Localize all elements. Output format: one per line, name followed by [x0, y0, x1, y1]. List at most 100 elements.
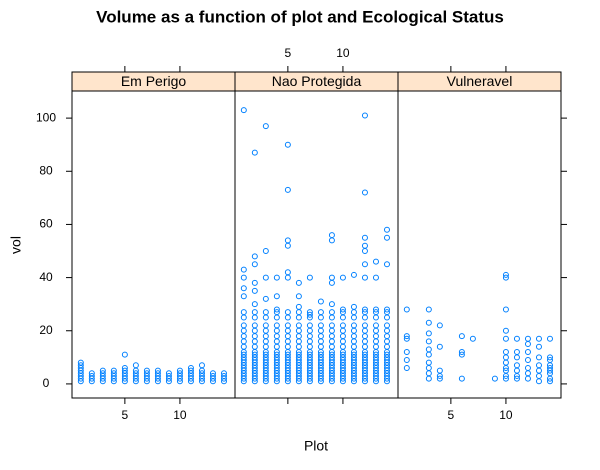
point	[209, 372, 216, 379]
point	[306, 274, 313, 281]
point	[502, 271, 509, 278]
point	[546, 335, 553, 342]
point	[143, 370, 150, 377]
point	[165, 372, 172, 379]
point	[361, 338, 368, 345]
point	[262, 274, 269, 281]
point	[284, 274, 291, 281]
panel	[397, 90, 562, 399]
point	[306, 309, 313, 316]
point	[425, 364, 432, 371]
point	[383, 226, 390, 233]
point	[88, 372, 95, 379]
point	[306, 333, 313, 340]
point	[361, 242, 368, 249]
y-axis-label: vol	[8, 236, 24, 254]
point	[154, 367, 161, 374]
point	[295, 279, 302, 286]
point	[176, 367, 183, 374]
point	[262, 123, 269, 130]
point	[524, 356, 531, 363]
point	[502, 359, 509, 366]
point	[535, 378, 542, 385]
point	[524, 341, 531, 348]
point	[458, 375, 465, 382]
point	[372, 258, 379, 265]
point	[328, 327, 335, 334]
point	[524, 364, 531, 371]
point	[295, 351, 302, 358]
point	[262, 309, 269, 316]
point	[524, 370, 531, 377]
point	[339, 309, 346, 316]
point	[502, 375, 509, 382]
point	[535, 372, 542, 379]
point	[77, 359, 84, 366]
point	[383, 338, 390, 345]
point	[502, 274, 509, 281]
point	[339, 327, 346, 334]
point	[176, 370, 183, 377]
point	[361, 306, 368, 313]
point	[198, 362, 205, 369]
point	[99, 367, 106, 374]
point	[350, 333, 357, 340]
point	[121, 367, 128, 374]
point	[546, 378, 553, 385]
point	[524, 335, 531, 342]
strip-label: Em Perigo	[121, 73, 187, 89]
point	[317, 333, 324, 340]
point	[273, 333, 280, 340]
point	[317, 351, 324, 358]
point	[251, 322, 258, 329]
point	[295, 309, 302, 316]
point	[436, 343, 443, 350]
x-tick-label: 10	[499, 408, 513, 422]
point	[284, 343, 291, 350]
point	[295, 314, 302, 321]
point	[513, 335, 520, 342]
point	[458, 333, 465, 340]
point	[273, 306, 280, 313]
point	[328, 314, 335, 321]
point	[339, 322, 346, 329]
point	[372, 327, 379, 334]
point	[284, 314, 291, 321]
point	[513, 362, 520, 369]
point	[339, 338, 346, 345]
point	[383, 309, 390, 316]
point	[350, 343, 357, 350]
point	[328, 237, 335, 244]
point	[383, 261, 390, 268]
point	[317, 314, 324, 321]
point	[502, 335, 509, 342]
point	[328, 333, 335, 340]
point	[240, 293, 247, 300]
point	[383, 314, 390, 321]
point	[273, 322, 280, 329]
point	[383, 306, 390, 313]
point	[273, 274, 280, 281]
panel	[71, 90, 236, 399]
point	[317, 327, 324, 334]
point	[317, 309, 324, 316]
point	[121, 364, 128, 371]
point	[251, 327, 258, 334]
point	[187, 367, 194, 374]
point	[240, 107, 247, 114]
point	[361, 112, 368, 119]
point	[524, 375, 531, 382]
point	[132, 362, 139, 369]
point	[339, 351, 346, 358]
point	[273, 351, 280, 358]
point	[251, 279, 258, 286]
point	[295, 327, 302, 334]
point	[251, 309, 258, 316]
point	[425, 370, 432, 377]
point	[502, 354, 509, 361]
point	[295, 338, 302, 345]
strip-label: Vulneravel	[447, 73, 513, 89]
point	[458, 351, 465, 358]
point	[187, 364, 194, 371]
point	[262, 338, 269, 345]
